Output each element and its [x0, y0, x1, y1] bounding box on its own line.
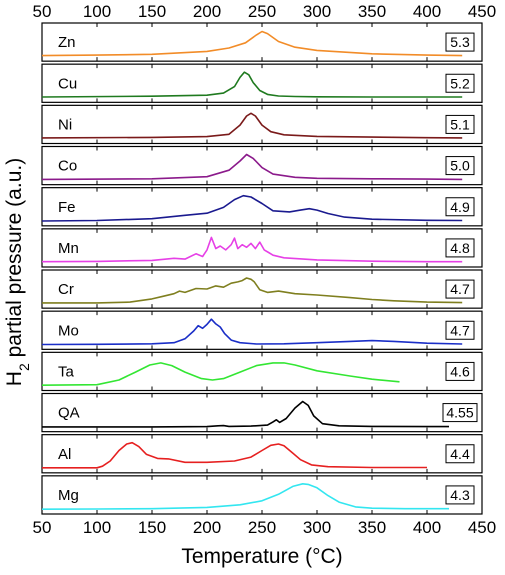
bottom-tick-label: 200	[193, 518, 221, 537]
panel-ta: Ta 4.6	[41, 351, 483, 392]
series-value-box	[445, 32, 475, 52]
panel-mn: Mn 4.8	[41, 228, 483, 268]
series-line-cr	[42, 277, 463, 304]
series-value-box	[445, 279, 475, 299]
top-axis: 50 100 150 200 250 300 350 400 450	[33, 2, 497, 21]
series-label: Ni	[58, 116, 72, 133]
series-label: Fe	[58, 199, 76, 216]
series-label: Al	[58, 446, 71, 463]
y-axis-title: H2 partial pressure (a.u.)	[3, 158, 32, 386]
x-axis-title: Temperature (°C)	[181, 545, 342, 568]
bottom-tick-label: 150	[138, 518, 166, 537]
top-tick-label: 100	[83, 2, 111, 21]
series-line-ni	[41, 112, 463, 139]
series-value-label: 4.6	[450, 363, 470, 379]
top-tick-label: 450	[468, 2, 496, 21]
panels-group: Zn 5.3 Cu 5.2 Ni 5.1 Co 5.0 Fe 4.9 Mn 4.8 Cr 4.7 Mo 4.7…	[41, 22, 483, 515]
bottom-tick-label: 450	[468, 518, 496, 537]
bottom-tick-label: 50	[33, 518, 52, 537]
series-label: Zn	[58, 34, 76, 51]
series-value-box	[445, 485, 475, 505]
series-value-label: 4.7	[450, 322, 470, 338]
series-label: Cu	[58, 75, 77, 92]
panel-co: Co 5.0	[41, 145, 483, 186]
top-tick-label: 400	[413, 2, 441, 21]
series-line-ta	[41, 362, 400, 386]
series-value-label: 5.3	[450, 34, 470, 50]
panel-mo: Mo 4.7	[41, 310, 483, 350]
bottom-tick-label: 250	[248, 518, 276, 537]
top-tick-label: 150	[138, 2, 166, 21]
series-value-label: 4.3	[450, 487, 470, 503]
series-value-box	[445, 444, 475, 464]
bottom-axis: 50 100 150 200 250 300 350 400 450	[33, 518, 497, 537]
series-line-mn	[41, 236, 463, 263]
series-value-box	[445, 238, 475, 258]
series-line-mg	[41, 483, 449, 510]
top-tick-label: 250	[248, 2, 276, 21]
top-tick-label: 350	[358, 2, 386, 21]
series-value-label: 4.55	[446, 405, 473, 421]
series-label: Co	[58, 158, 77, 175]
bottom-tick-label: 350	[358, 518, 386, 537]
series-value-box	[445, 114, 475, 134]
series-value-box	[445, 73, 475, 93]
panel-fe: Fe 4.9	[41, 187, 483, 227]
series-label: Mo	[58, 322, 79, 339]
series-value-label: 4.9	[450, 199, 470, 215]
series-value-box	[442, 403, 478, 423]
top-tick-label: 300	[303, 2, 331, 21]
series-value-box	[445, 361, 475, 381]
panel-cr: Cr 4.7	[41, 269, 483, 309]
series-label: Cr	[58, 281, 74, 298]
series-label: Ta	[58, 363, 75, 380]
series-value-box	[445, 197, 475, 217]
top-tick-label: 200	[193, 2, 221, 21]
panel-cu: Cu 5.2	[41, 63, 483, 103]
series-line-fe	[41, 194, 463, 222]
series-label: QA	[58, 405, 80, 422]
top-tick-label: 50	[33, 2, 52, 21]
panel-frame	[41, 351, 483, 392]
series-value-label: 5.1	[450, 116, 470, 132]
panel-al: Al 4.4	[41, 434, 483, 474]
panel-qa: QA 4.55	[41, 392, 483, 433]
series-line-co	[41, 153, 463, 181]
series-line-al	[42, 441, 427, 469]
series-value-label: 4.8	[450, 240, 470, 256]
series-value-box	[445, 320, 475, 340]
series-value-label: 5.0	[450, 158, 470, 174]
series-label: Mn	[58, 240, 79, 257]
series-line-zn	[41, 30, 463, 57]
bottom-tick-label: 400	[413, 518, 441, 537]
series-value-box	[445, 156, 475, 176]
bottom-tick-label: 100	[83, 518, 111, 537]
panel-ni: Ni 5.1	[41, 104, 483, 145]
series-value-label: 5.2	[450, 75, 470, 91]
series-value-label: 4.4	[450, 446, 470, 462]
bottom-tick-label: 300	[303, 518, 331, 537]
series-line-cu	[41, 71, 463, 98]
series-line-mo	[41, 318, 463, 346]
series-value-label: 4.7	[450, 281, 470, 297]
series-label: Mg	[58, 487, 79, 504]
panel-zn: Zn 5.3	[41, 22, 483, 62]
panel-mg: Mg 4.3	[41, 475, 483, 515]
series-line-qa	[42, 400, 449, 428]
